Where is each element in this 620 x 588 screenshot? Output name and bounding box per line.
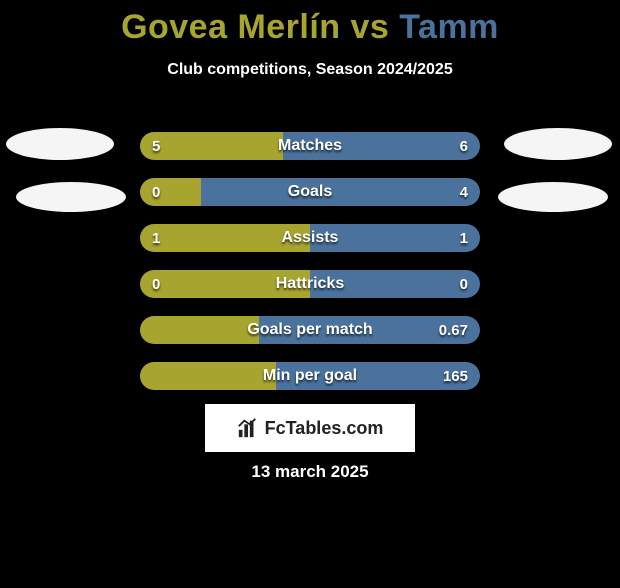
- stat-bar: Goals per match0.67: [140, 316, 480, 344]
- bar-fill-right: [201, 178, 480, 206]
- bar-fill-left: [140, 362, 276, 390]
- bar-value-left: 0: [152, 178, 160, 206]
- logo-box: FcTables.com: [205, 404, 415, 452]
- player2-avatar-1: [504, 128, 612, 160]
- stat-bar: Hattricks00: [140, 270, 480, 298]
- logo-text: FcTables.com: [265, 418, 384, 439]
- bar-fill-right: [310, 270, 480, 298]
- player2-name: Tamm: [399, 8, 499, 46]
- bar-fill-left: [140, 224, 310, 252]
- stat-bar: Matches56: [140, 132, 480, 160]
- stats-bars: Matches56Goals04Assists11Hattricks00Goal…: [140, 132, 480, 408]
- bar-value-left: 0: [152, 270, 160, 298]
- player1-avatar-1: [6, 128, 114, 160]
- stat-bar: Goals04: [140, 178, 480, 206]
- player2-avatar-2: [498, 182, 608, 212]
- bar-value-right: 1: [460, 224, 468, 252]
- bar-value-right: 0: [460, 270, 468, 298]
- bar-value-left: 5: [152, 132, 160, 160]
- page-title: Govea Merlín vs Tamm: [0, 8, 620, 47]
- player1-avatar-2: [16, 182, 126, 212]
- bar-fill-left: [140, 132, 283, 160]
- bar-fill-left: [140, 316, 259, 344]
- stat-bar: Min per goal165: [140, 362, 480, 390]
- bar-fill-left: [140, 178, 201, 206]
- date-text: 13 march 2025: [0, 462, 620, 482]
- bar-value-right: 165: [443, 362, 468, 390]
- bar-value-left: 1: [152, 224, 160, 252]
- stat-bar: Assists11: [140, 224, 480, 252]
- bar-fill-right: [283, 132, 480, 160]
- bar-fill-left: [140, 270, 310, 298]
- bar-value-right: 6: [460, 132, 468, 160]
- bar-value-right: 4: [460, 178, 468, 206]
- bar-value-right: 0.67: [439, 316, 468, 344]
- player1-name: Govea Merlín: [121, 8, 341, 46]
- barchart-icon: [237, 417, 259, 439]
- subtitle: Club competitions, Season 2024/2025: [0, 61, 620, 79]
- vs-text: vs: [341, 8, 400, 46]
- bar-fill-right: [310, 224, 480, 252]
